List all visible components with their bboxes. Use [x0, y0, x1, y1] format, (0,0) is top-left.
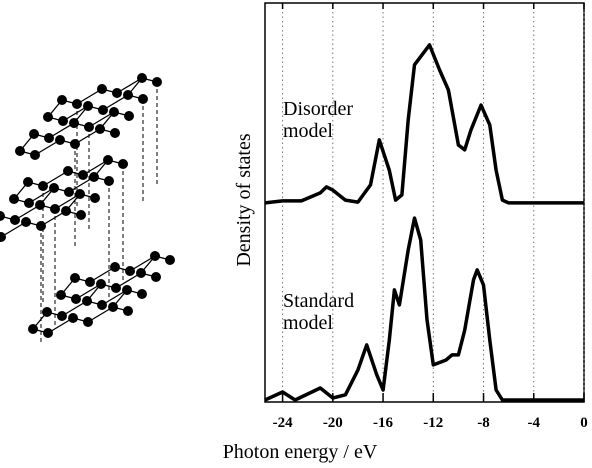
atom [152, 77, 162, 87]
atom [123, 306, 133, 316]
atom [36, 221, 46, 231]
atom [84, 122, 94, 132]
y-axis-label: Density of states [233, 133, 255, 267]
atom [137, 73, 147, 83]
atom [151, 272, 161, 282]
atom [57, 95, 67, 105]
atom [136, 268, 146, 278]
series-label: Disorder model [283, 98, 353, 142]
atom [71, 294, 81, 304]
atom [30, 150, 40, 160]
atom [123, 90, 133, 100]
atom [83, 101, 93, 111]
atom [82, 296, 92, 306]
atom [111, 283, 121, 293]
atom [103, 155, 113, 165]
data-line [264, 43, 584, 205]
atom [9, 194, 19, 204]
atom [43, 112, 53, 122]
atom [89, 172, 99, 182]
atom [63, 166, 73, 176]
atom [49, 183, 59, 193]
atom [50, 204, 60, 214]
series-label: Standard model [283, 290, 355, 334]
atom [97, 300, 107, 310]
atom [110, 128, 120, 138]
x-tick-label: -24 [273, 415, 293, 431]
atom [57, 311, 67, 321]
atom [78, 170, 88, 180]
atom [98, 105, 108, 115]
atom [137, 289, 147, 299]
x-tick-label: -20 [323, 415, 343, 431]
atom [165, 255, 175, 265]
atom [96, 279, 106, 289]
atom [64, 187, 74, 197]
atom [56, 290, 66, 300]
x-tick-label: -8 [477, 415, 490, 431]
atom [75, 189, 85, 199]
atom [104, 176, 114, 186]
atom [83, 317, 93, 327]
atom [10, 215, 20, 225]
atom [61, 206, 71, 216]
data-line [264, 216, 584, 402]
atom [21, 217, 31, 227]
atom [0, 232, 6, 242]
atom [0, 211, 5, 221]
atom [118, 159, 128, 169]
atom [24, 198, 34, 208]
atom [70, 139, 80, 149]
atom [109, 107, 119, 117]
atom [108, 302, 118, 312]
atom [125, 266, 135, 276]
x-axis-label: Photon energy / eV [223, 441, 378, 463]
x-tick-label: -12 [423, 415, 443, 431]
atom [35, 200, 45, 210]
atom [69, 118, 79, 128]
crystal-structure [0, 73, 175, 342]
atom [112, 88, 122, 98]
atom [44, 133, 54, 143]
atom [70, 273, 80, 283]
atom [97, 84, 107, 94]
atom [38, 181, 48, 191]
atom [55, 135, 65, 145]
atom [58, 116, 68, 126]
atom [68, 313, 78, 323]
atom [138, 94, 148, 104]
atom [23, 177, 33, 187]
x-tick-label: -16 [373, 415, 393, 431]
atom [110, 262, 120, 272]
atom [124, 111, 134, 121]
atom [122, 285, 132, 295]
atom [42, 307, 52, 317]
x-tick-label: 0 [580, 415, 588, 431]
atom [15, 146, 25, 156]
atom [72, 99, 82, 109]
atom [85, 277, 95, 287]
x-tick-label: -4 [528, 415, 541, 431]
atom [150, 251, 160, 261]
atom [90, 193, 100, 203]
atom [29, 129, 39, 139]
atom [76, 210, 86, 220]
atom [28, 324, 38, 334]
atom [43, 328, 53, 338]
atom [95, 124, 105, 134]
